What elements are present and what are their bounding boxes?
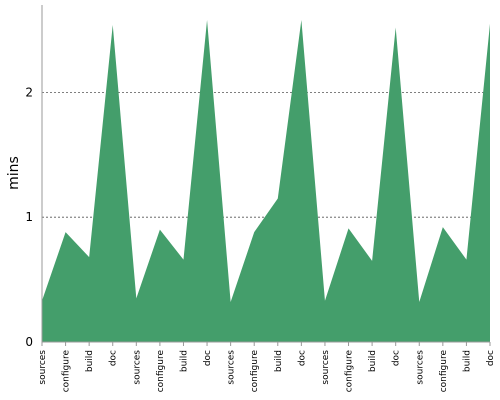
x-tick-label: doc: [109, 350, 119, 366]
x-tick-label: configure: [156, 350, 166, 393]
x-tick-label: doc: [392, 350, 402, 366]
x-tick-label: sources: [132, 350, 142, 385]
x-tick-label: build: [85, 350, 95, 372]
x-tick-label: build: [368, 350, 378, 372]
x-tick-label: doc: [203, 350, 213, 366]
x-tick-label: sources: [415, 350, 425, 385]
y-tick-label: 1: [25, 210, 33, 224]
x-tick-label: sources: [227, 350, 237, 385]
y-axis-label: mins: [6, 156, 22, 190]
y-tick-label: 2: [25, 85, 33, 99]
x-tick-label: configure: [345, 350, 355, 393]
x-tick-label: configure: [439, 350, 449, 393]
x-tick-label: sources: [321, 350, 331, 385]
x-tick-label: doc: [297, 350, 307, 366]
x-tick-label: build: [179, 350, 189, 372]
x-tick-label: build: [274, 350, 284, 372]
y-tick-labels: 0 1 2: [25, 85, 33, 349]
x-tick-label: sources: [38, 350, 48, 385]
y-tick-label: 0: [25, 335, 33, 349]
x-tick-label: build: [462, 350, 472, 372]
axes: [41, 5, 491, 346]
x-tick-labels: sources configure build doc sources configure…: [38, 350, 496, 393]
area-series-0: [42, 19, 490, 342]
x-tick-label: configure: [62, 350, 72, 393]
x-tick-label: doc: [486, 350, 496, 366]
x-tick-label: configure: [250, 350, 260, 393]
area-series: [41, 19, 491, 342]
